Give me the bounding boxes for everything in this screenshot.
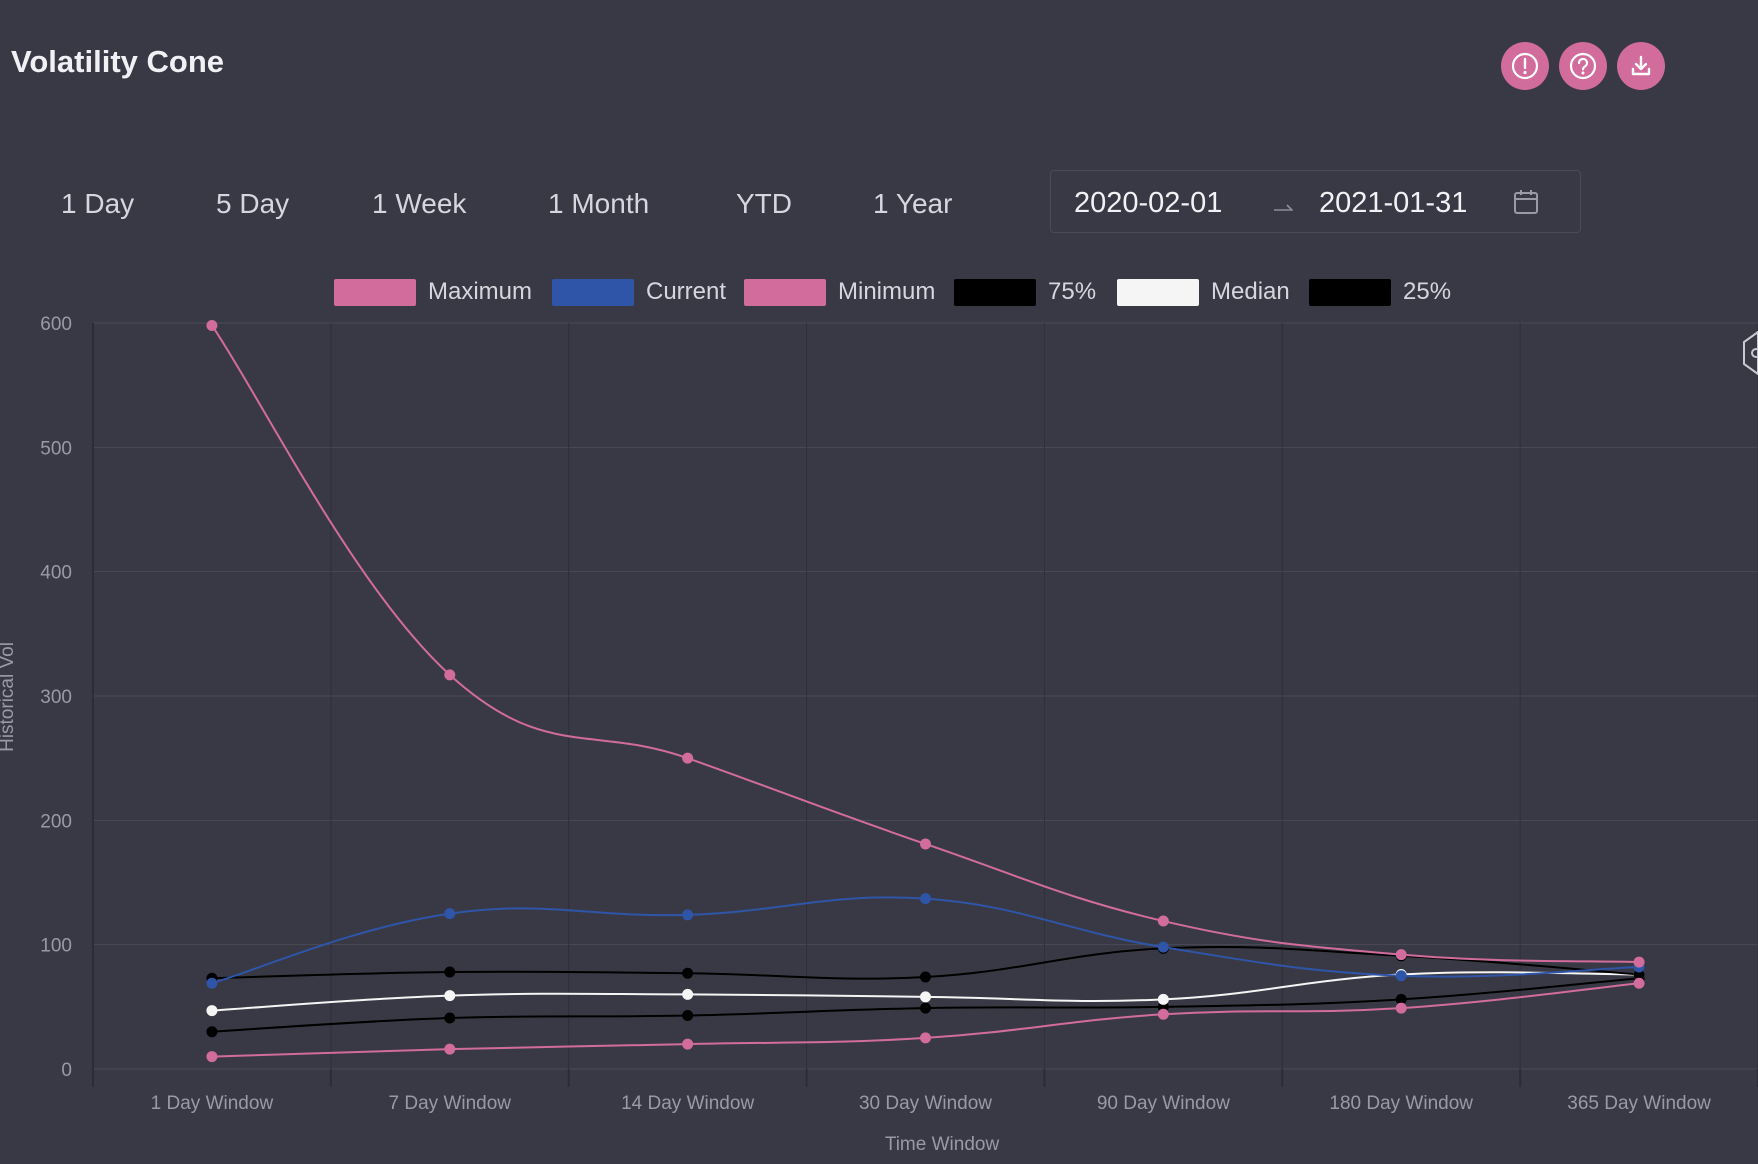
data-point-current[interactable]	[1157, 941, 1169, 953]
range-5-day-button[interactable]: 5 Day	[216, 188, 290, 219]
legend-label: Current	[646, 278, 727, 305]
y-tick-label: 300	[40, 687, 72, 708]
legend-swatch	[954, 278, 1036, 306]
download-button[interactable]	[1617, 42, 1665, 90]
legend-item-25[interactable]: 25%	[1309, 278, 1451, 306]
data-point-current[interactable]	[920, 893, 931, 905]
legend-item-median[interactable]: Median	[1117, 278, 1290, 306]
range-1-month-button[interactable]: 1 Month	[548, 188, 650, 219]
series-lines	[211, 324, 1640, 1058]
data-point-current[interactable]	[682, 909, 694, 921]
y-tick-label: 600	[40, 314, 72, 335]
series-line-maximum	[211, 324, 1640, 964]
y-tick-label: 0	[61, 1060, 72, 1081]
calendar-icon[interactable]	[1511, 187, 1541, 217]
range-1-week-button[interactable]: 1 Week	[372, 188, 467, 219]
data-point-minimum[interactable]	[920, 1032, 931, 1044]
range-ytd-button[interactable]: YTD	[736, 188, 792, 219]
page-title: Volatility Cone	[11, 44, 225, 79]
data-point-minimum[interactable]	[1633, 977, 1645, 989]
side-panel-handle-icon[interactable]	[1738, 330, 1758, 376]
legend-swatch	[744, 278, 826, 306]
data-point-maximum[interactable]	[1157, 915, 1169, 927]
y-tick-label: 200	[40, 811, 72, 832]
grid-lines	[92, 322, 1758, 1070]
axes: 0 100 200 300 400 500 600 1 Day Window 7 Day Win…	[40, 314, 1758, 1114]
alert-icon	[1511, 52, 1539, 80]
legend-label: Median	[1211, 278, 1290, 305]
data-point-maximum[interactable]	[206, 319, 218, 331]
y-tick-label: 500	[40, 438, 72, 459]
data-point-current[interactable]	[444, 908, 456, 920]
data-point-maximum[interactable]	[920, 838, 931, 850]
legend-swatch	[1309, 278, 1391, 306]
help-icon	[1569, 52, 1597, 80]
data-point-75pct[interactable]	[682, 967, 694, 979]
help-button[interactable]	[1559, 42, 1607, 90]
y-tick-label: 400	[40, 563, 72, 584]
data-point-maximum[interactable]	[444, 669, 456, 681]
data-point-25pct[interactable]	[682, 1010, 694, 1022]
data-point-median[interactable]	[206, 1005, 218, 1017]
data-point-current[interactable]	[1395, 970, 1407, 982]
legend-item-minimum[interactable]: Minimum	[744, 278, 935, 306]
data-point-median[interactable]	[1157, 993, 1169, 1005]
arrow-right-icon	[1274, 204, 1293, 211]
data-point-minimum[interactable]	[1395, 1002, 1407, 1014]
x-tick-label: 14 Day Window	[621, 1093, 754, 1114]
x-tick-label: 1 Day Window	[151, 1093, 274, 1114]
data-point-75pct[interactable]	[920, 971, 931, 983]
range-1-day-button[interactable]: 1 Day	[61, 188, 135, 219]
data-point-current[interactable]	[206, 977, 218, 989]
x-tick-label: 365 Day Window	[1567, 1093, 1711, 1114]
legend-label: Minimum	[838, 278, 936, 305]
series-points	[206, 319, 1645, 1063]
data-point-maximum[interactable]	[1633, 956, 1645, 968]
legend-swatch	[552, 278, 634, 306]
legend-label: 25%	[1403, 278, 1452, 305]
alert-button[interactable]	[1501, 42, 1549, 90]
legend-label: Maximum	[428, 278, 533, 305]
data-point-maximum[interactable]	[682, 752, 694, 764]
data-point-25pct[interactable]	[920, 1002, 931, 1014]
legend-label: 75%	[1048, 278, 1097, 305]
data-point-minimum[interactable]	[1157, 1008, 1169, 1020]
x-tick-label: 7 Day Window	[389, 1093, 512, 1114]
download-icon	[1631, 55, 1651, 76]
range-1-year-button[interactable]: 1 Year	[873, 188, 953, 219]
legend-item-current[interactable]: Current	[552, 278, 726, 306]
x-tick-label: 90 Day Window	[1097, 1093, 1230, 1114]
data-point-25pct[interactable]	[206, 1026, 218, 1038]
y-tick-label: 100	[40, 936, 72, 957]
data-point-minimum[interactable]	[682, 1038, 694, 1050]
data-point-median[interactable]	[920, 991, 931, 1003]
data-point-median[interactable]	[682, 988, 694, 1000]
data-point-minimum[interactable]	[444, 1043, 456, 1055]
x-axis-title: Time Window	[885, 1134, 1000, 1155]
data-point-maximum[interactable]	[1395, 949, 1407, 961]
data-point-minimum[interactable]	[206, 1051, 218, 1063]
data-point-median[interactable]	[444, 990, 456, 1002]
legend-swatch	[334, 278, 416, 306]
start-date-input[interactable]: 2020-02-01	[1074, 187, 1223, 219]
legend-item-75[interactable]: 75%	[954, 278, 1096, 306]
y-axis-title: Historical Vol	[0, 642, 18, 752]
x-tick-label: 30 Day Window	[859, 1093, 992, 1114]
x-tick-label: 180 Day Window	[1329, 1093, 1473, 1114]
series-line-current	[211, 896, 1640, 985]
data-point-25pct[interactable]	[444, 1012, 456, 1024]
date-range-picker[interactable]: 2020-02-01 2021-01-31	[1050, 170, 1581, 233]
legend-item-maximum[interactable]: Maximum	[334, 278, 532, 306]
data-point-75pct[interactable]	[444, 966, 456, 978]
legend-swatch	[1117, 278, 1199, 306]
end-date-input[interactable]: 2021-01-31	[1319, 187, 1468, 219]
